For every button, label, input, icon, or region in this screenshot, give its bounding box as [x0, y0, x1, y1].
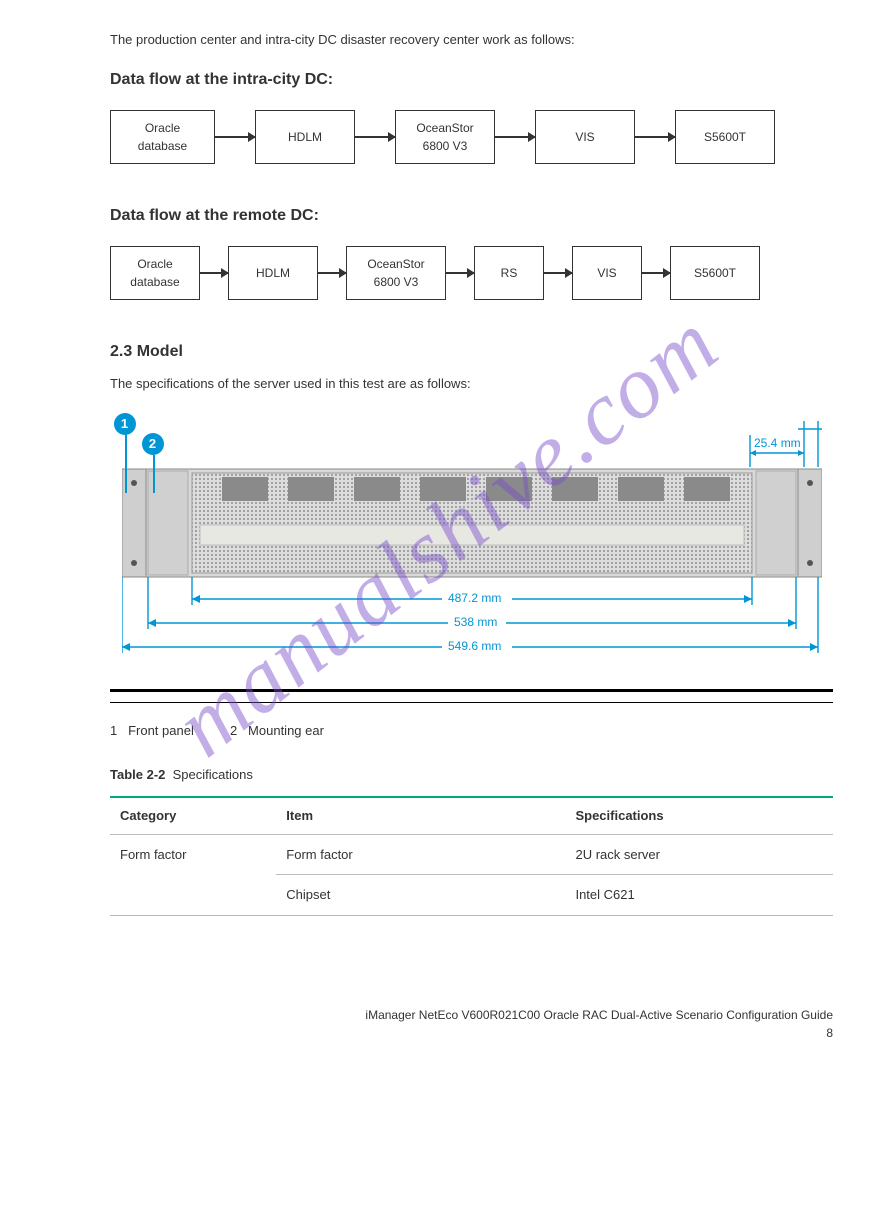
- legend-row-1: 1 Front panel 2 Mounting ear: [110, 721, 833, 741]
- cell-spec: Intel C621: [565, 875, 833, 916]
- flow-box: S5600T: [675, 110, 775, 164]
- callout-1-line: [125, 435, 127, 493]
- flow-arrow: [318, 272, 346, 274]
- flow-box: Oracle database: [110, 110, 215, 164]
- dim-487: 487.2 mm: [448, 591, 501, 605]
- specs-table: Category Item Specifications Form factor…: [110, 798, 833, 916]
- flow-arrow: [200, 272, 228, 274]
- section-title: 2.3 Model: [110, 340, 833, 364]
- flow-arrow: [544, 272, 572, 274]
- cell-item: Chipset: [276, 875, 565, 916]
- flow1-heading: Data flow at the intra-city DC:: [110, 68, 833, 92]
- dim-25-4: 25.4 mm: [754, 436, 801, 450]
- divider-thick: [110, 689, 833, 692]
- cell-spec: 2U rack server: [565, 834, 833, 875]
- flow-box: RS: [474, 246, 544, 300]
- flow-box: VIS: [572, 246, 642, 300]
- flow-box: OceanStor 6800 V3: [346, 246, 446, 300]
- table-subtitle: Specifications: [173, 767, 253, 782]
- table-header-row: Category Item Specifications: [110, 798, 833, 834]
- flow-arrow: [642, 272, 670, 274]
- flow-box: HDLM: [228, 246, 318, 300]
- flow-arrow: [215, 136, 255, 138]
- server-svg: 5.8 mm 25.4 mm: [122, 421, 822, 681]
- th-item: Item: [276, 798, 565, 834]
- server-front-diagram: 1 2 5.8 mm 25.4 mm: [122, 421, 822, 681]
- table-title: Table 2-2: [110, 767, 165, 782]
- page-footer: iManager NetEco V600R021C00 Oracle RAC D…: [110, 1006, 833, 1042]
- flow-arrow: [446, 272, 474, 274]
- flow1-intro: The production center and intra-city DC …: [110, 30, 833, 50]
- section-text: The specifications of the server used in…: [110, 374, 833, 394]
- dim-549: 549.6 mm: [448, 639, 501, 653]
- flow-arrow: [495, 136, 535, 138]
- flow2-heading: Data flow at the remote DC:: [110, 204, 833, 228]
- flow-arrow: [355, 136, 395, 138]
- flow2-diagram: Oracle database HDLM OceanStor 6800 V3 RS VI…: [110, 238, 833, 322]
- flow-box: HDLM: [255, 110, 355, 164]
- cell-item: Form factor: [276, 834, 565, 875]
- cell-category: Form factor: [110, 834, 276, 915]
- callout-2: 2: [142, 433, 164, 455]
- dim-538: 538 mm: [454, 615, 497, 629]
- flow-box: Oracle database: [110, 246, 200, 300]
- callout-2-line: [153, 455, 155, 493]
- flow-arrow: [635, 136, 675, 138]
- flow-box: VIS: [535, 110, 635, 164]
- th-spec: Specifications: [565, 798, 833, 834]
- callout-1: 1: [114, 413, 136, 435]
- flow1-diagram: Oracle database HDLM OceanStor 6800 V3 VIS S…: [110, 102, 833, 186]
- dim-5-8: 5.8 mm: [782, 421, 822, 422]
- table-row: Form factor Form factor 2U rack server: [110, 834, 833, 875]
- th-category: Category: [110, 798, 276, 834]
- flow-box: S5600T: [670, 246, 760, 300]
- divider-thin: [110, 702, 833, 703]
- flow-box: OceanStor 6800 V3: [395, 110, 495, 164]
